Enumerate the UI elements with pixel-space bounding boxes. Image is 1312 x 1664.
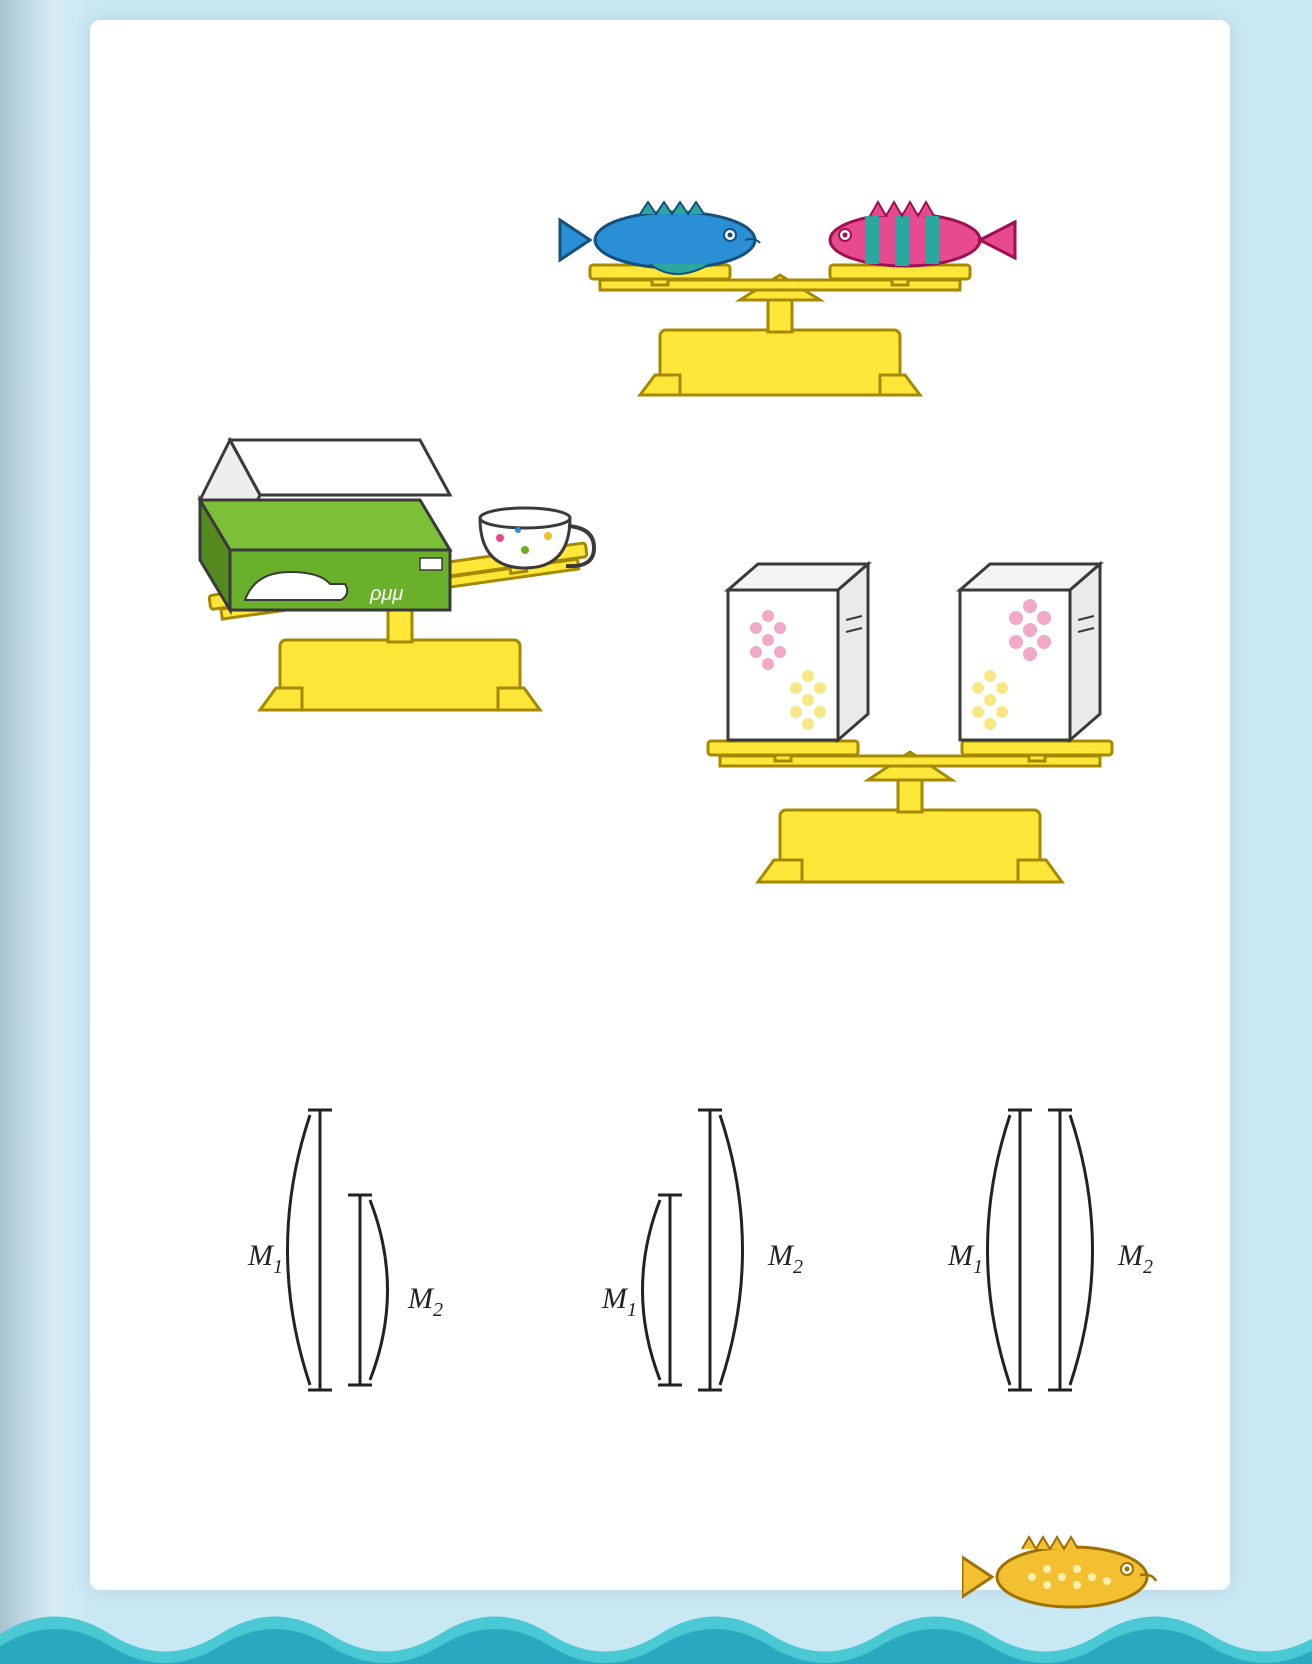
s3-m2: M <box>1117 1239 1145 1272</box>
svg-text:M2: M2 <box>407 1282 443 1321</box>
schema-2: M1 M2 <box>540 1090 840 1520</box>
svg-text:M1: M1 <box>601 1282 637 1321</box>
blue-fish-icon <box>560 202 760 274</box>
milk-carton-right-icon <box>960 564 1100 740</box>
figure-2: ρμμ <box>160 370 620 744</box>
book-spine <box>0 0 90 1664</box>
footer-fish-icon <box>962 1529 1162 1619</box>
shoebox-icon: ρμμ <box>200 440 450 610</box>
svg-text:M1: M1 <box>247 1239 283 1278</box>
svg-text:M2: M2 <box>1117 1239 1153 1278</box>
pink-fish-icon <box>830 202 1015 266</box>
s3-m1: M <box>947 1239 975 1272</box>
schema-1: M1 M2 <box>190 1090 490 1520</box>
page: ρμμ <box>90 20 1230 1590</box>
svg-text:M2: M2 <box>767 1239 803 1278</box>
schema-3: M1 M2 <box>890 1090 1190 1520</box>
svg-text:ρμμ: ρμμ <box>369 583 403 605</box>
s1-m2: M <box>407 1282 435 1315</box>
schemas-row: M1 M2 M1 M2 <box>190 1090 1190 1520</box>
s2-m2: M <box>767 1239 795 1272</box>
s2-m1: M <box>601 1282 629 1315</box>
milk-carton-left-icon <box>728 564 868 740</box>
task-text <box>200 50 1200 95</box>
svg-text:M1: M1 <box>947 1239 983 1278</box>
s1-m1: M <box>247 1239 275 1272</box>
figure-3 <box>650 540 1150 916</box>
